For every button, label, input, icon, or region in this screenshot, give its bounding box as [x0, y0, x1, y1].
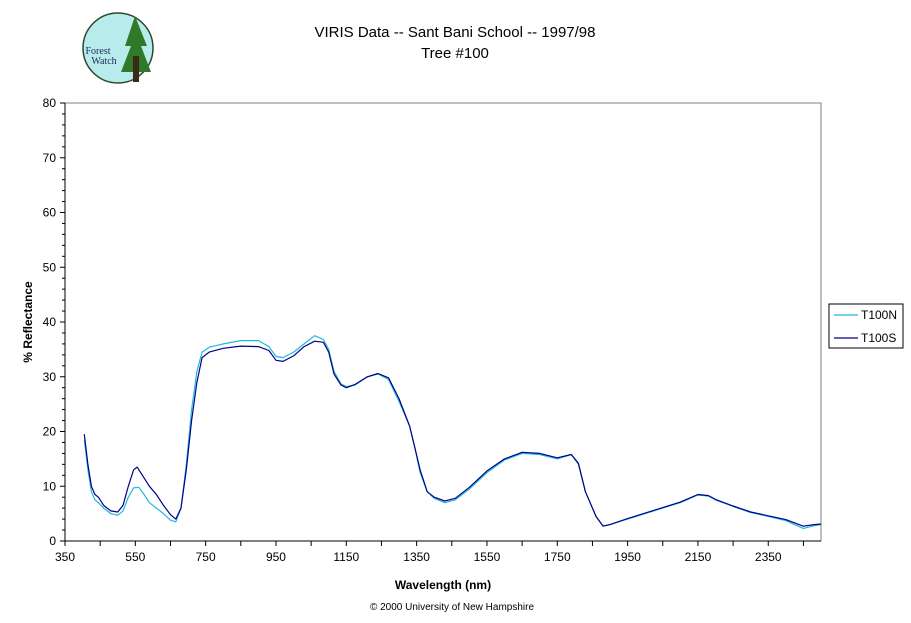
x-tick-label: 550 [125, 550, 145, 564]
legend-label-t100n: T100N [861, 308, 897, 322]
legend-box [828, 303, 904, 349]
plot-frame [64, 102, 822, 542]
copyright-text: © 2000 University of New Hampshire [370, 602, 535, 613]
x-axis-ticks: 350 550 750 950 1150 1350 1550 1750 1950 2150 2350 [55, 541, 804, 564]
series-layer [83, 335, 822, 529]
y-tick-label: 50 [43, 260, 57, 274]
x-tick-label: 1750 [544, 550, 571, 564]
y-tick-label: 40 [43, 315, 57, 329]
chart-title: VIRIS Data -- Sant Bani School -- 1997/9… [315, 24, 596, 41]
y-tick-label: 70 [43, 151, 57, 165]
x-tick-label: 1950 [614, 550, 641, 564]
series-line-t100s [83, 340, 822, 527]
legend-label-t100s: T100S [861, 331, 896, 345]
x-tick-label: 2350 [755, 550, 782, 564]
y-tick-label: 0 [49, 534, 56, 548]
y-tick-label: 80 [43, 96, 57, 110]
logo-trunk-icon [133, 56, 139, 82]
y-tick-label: 30 [43, 370, 57, 384]
x-tick-label: 2150 [685, 550, 712, 564]
y-axis-ticks: 0 10 20 30 40 50 60 70 80 [43, 96, 65, 548]
y-tick-label: 20 [43, 425, 57, 439]
logo-line2: Watch [91, 56, 116, 67]
x-tick-label: 350 [55, 550, 75, 564]
x-axis-title: Wavelength (nm) [395, 578, 491, 592]
forest-watch-logo: Forest Watch [82, 12, 154, 84]
y-axis-title: % Reflectance [21, 281, 35, 363]
x-tick-label: 750 [196, 550, 216, 564]
chart-subtitle: Tree #100 [421, 45, 489, 62]
x-tick-label: 1550 [474, 550, 501, 564]
y-tick-label: 60 [43, 206, 57, 220]
logo-line1: Forest [86, 46, 111, 57]
x-tick-label: 1350 [403, 550, 430, 564]
y-tick-label: 10 [43, 479, 57, 493]
x-tick-label: 950 [266, 550, 286, 564]
x-tick-label: 1150 [333, 550, 359, 564]
logo-tree-icon [121, 16, 151, 72]
legend: T100N T100S [828, 303, 904, 349]
